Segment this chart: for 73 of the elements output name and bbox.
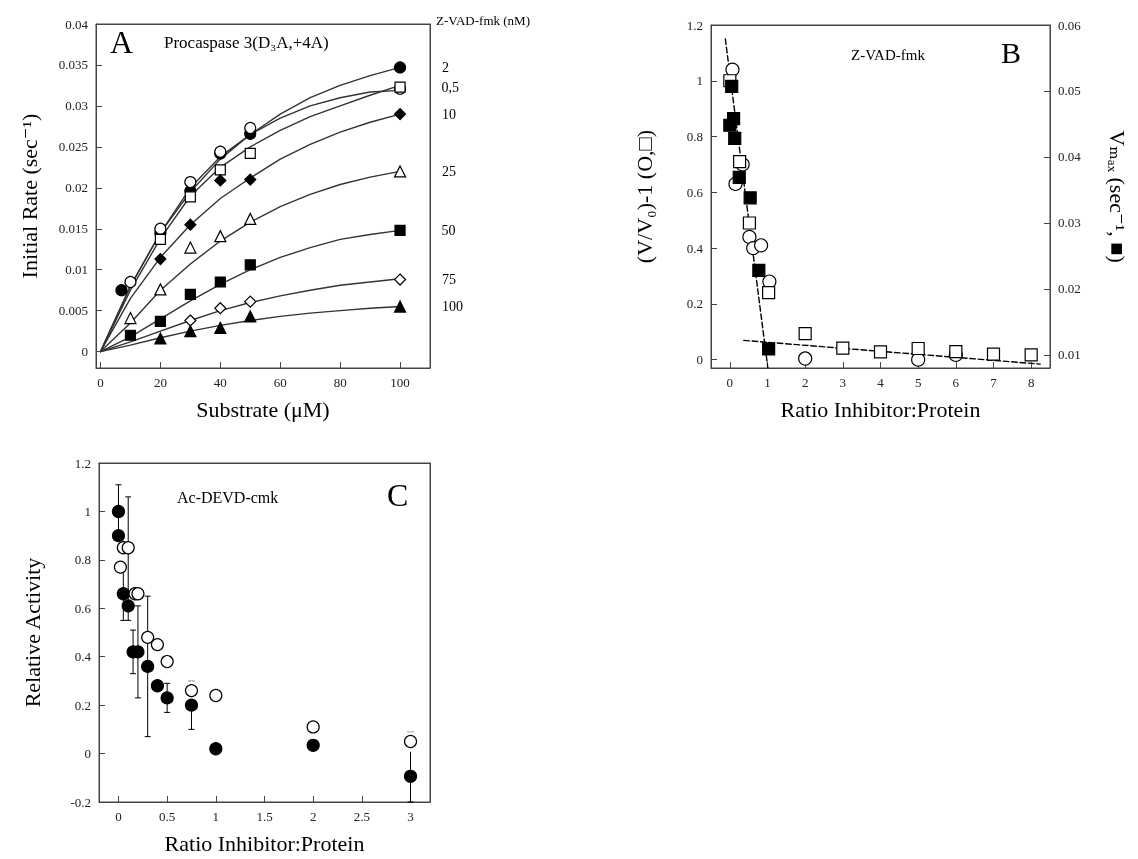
x-tick-label: 20 <box>153 375 167 390</box>
y-tick-label: 0.005 <box>58 303 88 319</box>
text: 2 <box>442 59 450 75</box>
y-tick-label: 0.4 <box>686 240 704 256</box>
y-tick-label: 0.02 <box>65 180 88 196</box>
x-tick-label: 0 <box>115 809 122 824</box>
y-tick-label: 0.6 <box>74 600 92 616</box>
text: 0,5 <box>441 79 460 95</box>
x-tick-label: 4 <box>877 375 885 390</box>
y-axis-title: Initial Rate (sec⁻¹) <box>16 113 42 279</box>
x-tick-label: 5 <box>914 375 922 390</box>
x-tick-label: 8 <box>1027 375 1035 390</box>
x-tick-label: 3 <box>407 809 414 824</box>
legend-title: Z-VAD-fmk (nM) <box>436 13 530 28</box>
y-tick-label: 0.8 <box>74 552 91 568</box>
y-tick-label: 1 <box>84 503 91 519</box>
y-tick-label: 0.2 <box>686 296 703 312</box>
x-tick-label: 1 <box>212 809 220 824</box>
text: 25 <box>442 163 457 179</box>
x-axis-title: Ratio Inhibitor:Protein <box>780 396 981 422</box>
annotation: A <box>110 24 134 60</box>
x-tick-label: 7 <box>990 375 998 390</box>
y-tick-label: 0.6 <box>686 184 704 200</box>
text: 100 <box>442 299 464 315</box>
x-tick-label: 1 <box>764 375 771 390</box>
y-tick-label: 0 <box>81 344 88 360</box>
y-tick-label: 0.015 <box>58 221 88 237</box>
y-axis-title: (V/V₀)-1 (O,□) <box>631 129 657 264</box>
x-tick-label: 3 <box>839 375 847 390</box>
x-tick-label: 1.5 <box>256 809 273 824</box>
annotation: C <box>387 477 409 513</box>
x-axis-title: Ratio Inhibitor:Protein <box>164 830 365 856</box>
x-tick-label: 80 <box>333 375 347 390</box>
y-tick-label: 0 <box>696 352 703 368</box>
text: 10 <box>442 106 457 122</box>
x-tick-label: 0 <box>97 375 104 390</box>
y-tick-label: 1.2 <box>686 17 703 33</box>
y-axis-title: Relative Activity <box>19 557 45 708</box>
text: 75 <box>442 272 457 288</box>
annotation: Procaspase 3(D₃A,+4A) <box>164 33 329 52</box>
y-tick-label: 0.8 <box>686 129 703 145</box>
annotation: Z-VAD-fmk <box>851 46 926 63</box>
y-tick-label: 0.2 <box>74 697 91 713</box>
y-tick-label: 0 <box>84 746 91 762</box>
x-axis-title: Substrate (μM) <box>196 396 330 422</box>
y-tick-label: 0.03 <box>65 98 88 114</box>
x-tick-label: 2 <box>309 809 317 824</box>
y-tick-label: 1 <box>696 73 703 89</box>
y-tick-label: -0.2 <box>70 794 91 810</box>
y2-tick-label: 0.05 <box>1058 83 1081 99</box>
y2-tick-label: 0.06 <box>1058 17 1082 33</box>
text: 50 <box>441 222 456 238</box>
y2-tick-label: 0.02 <box>1058 281 1081 297</box>
x-tick-label: 2.5 <box>353 809 370 824</box>
x-tick-label: 2 <box>801 375 809 390</box>
y2-tick-label: 0.01 <box>1058 347 1081 363</box>
annotation: B <box>1001 35 1022 69</box>
x-tick-label: 0.5 <box>159 809 176 824</box>
y2-tick-label: 0.03 <box>1058 215 1081 231</box>
y-tick-label: 0.01 <box>65 262 88 278</box>
y-tick-label: 0.035 <box>58 57 88 73</box>
x-tick-label: 0 <box>726 375 734 390</box>
y-tick-label: 0.4 <box>74 649 92 665</box>
y-tick-label: 0.025 <box>58 139 88 155</box>
y-tick-label: 0.04 <box>65 16 89 32</box>
y2-axis-title: Vₘₐₓ (sec⁻¹, ■) <box>1104 130 1130 263</box>
y-tick-label: 1.2 <box>74 455 91 471</box>
y2-tick-label: 0.04 <box>1058 149 1082 165</box>
annotation: Ac-DEVD-cmk <box>177 488 279 506</box>
x-tick-label: 100 <box>390 375 410 390</box>
x-tick-label: 40 <box>213 375 227 390</box>
x-tick-label: 6 <box>952 375 960 390</box>
x-tick-label: 60 <box>273 375 287 390</box>
